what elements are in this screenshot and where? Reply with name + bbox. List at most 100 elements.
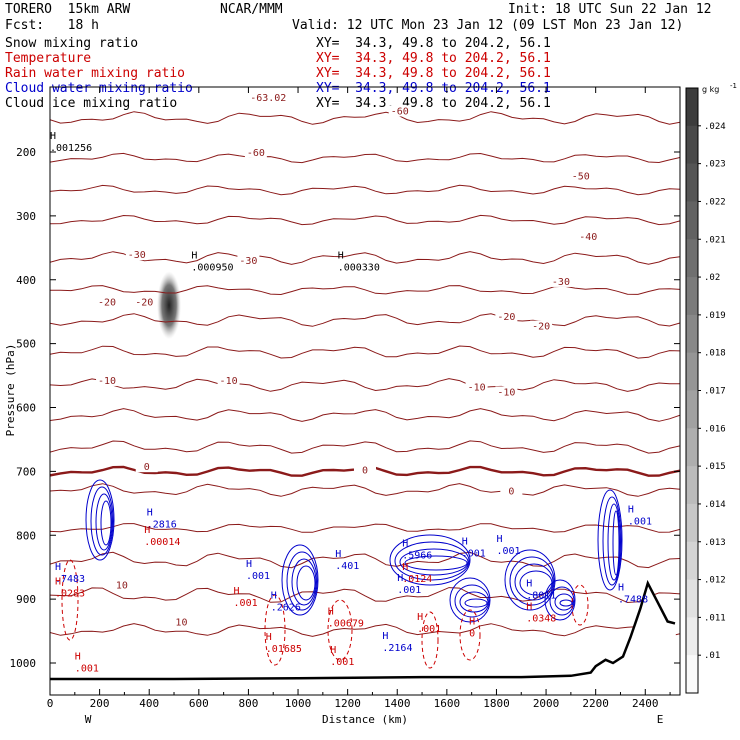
field-name: Cloud ice mixing ratio — [5, 96, 178, 111]
x-end-label-west: W — [85, 713, 92, 726]
temperature-label-bg — [465, 381, 488, 393]
rain-water-contour — [61, 559, 79, 641]
rain-water-contour — [421, 611, 439, 669]
terrain-line — [50, 579, 676, 681]
extremum-value: .000950 — [191, 262, 233, 273]
extremum-value: .001 — [496, 546, 520, 557]
temperature-contour — [50, 111, 680, 125]
colorbar-bin — [686, 277, 698, 316]
temperature-label-bg — [569, 170, 592, 182]
cloud-water-contour — [509, 556, 555, 606]
cloud-water-contour — [602, 496, 622, 586]
colorbar-bin — [686, 352, 698, 391]
y-tick-label: 400 — [16, 274, 36, 287]
extremum-marker: H — [266, 632, 272, 643]
temperature-contour — [50, 483, 680, 497]
temperature-label: -30 — [552, 277, 570, 288]
temperature-label: -60 — [247, 148, 265, 159]
cloud-water-contour — [554, 593, 574, 611]
colorbar-tick-label: .012 — [704, 576, 726, 586]
field-name: Rain water mixing ratio — [5, 66, 186, 81]
field-name: Snow mixing ratio — [5, 36, 139, 51]
field-xy: XY= 34.3, 49.8 to 204.2, 56.1 — [316, 66, 551, 81]
extremum-value: .2164 — [382, 643, 412, 654]
extremum-value: .0348 — [526, 614, 556, 625]
extremum-marker: H — [144, 525, 150, 536]
field-xy: XY= 34.3, 49.8 to 204.2, 56.1 — [316, 51, 551, 66]
extremum-value: 0 — [469, 628, 475, 639]
temperature-label-bg — [257, 91, 280, 103]
y-tick-label: 300 — [16, 210, 36, 223]
temperature-label: 0 — [362, 465, 368, 476]
cloud-water-contour — [549, 586, 575, 616]
x-tick-label: 400 — [139, 697, 159, 710]
extremum-marker: H — [75, 651, 81, 662]
y-tick-label: 700 — [16, 465, 36, 478]
colorbar-bin — [686, 503, 698, 543]
forecast-hour: Fcst: 18 h — [5, 18, 99, 33]
extremum-marker: H — [55, 577, 61, 588]
extremum-marker: H — [328, 607, 334, 618]
cloud-water-contour — [612, 510, 620, 576]
cloud-water-contour — [504, 549, 556, 611]
temperature-label: -50 — [572, 172, 590, 183]
colorbar-tick-label: .018 — [704, 349, 726, 359]
field-xy: XY= 34.3, 49.8 to 204.2, 56.1 — [316, 96, 551, 111]
temperature-label: -30 — [239, 256, 257, 267]
extremum-marker: H — [462, 536, 468, 547]
init-time: Init: 18 UTC Sun 22 Jan 12 — [508, 2, 712, 17]
extremum-value: .00679 — [328, 619, 364, 630]
x-tick-label: 0 — [47, 697, 54, 710]
y-tick-label: 500 — [16, 338, 36, 351]
plot-layer — [50, 111, 680, 695]
cloud-water-contour — [544, 579, 576, 621]
field-name: Temperature — [5, 51, 92, 66]
cloud-water-contour — [389, 534, 471, 586]
temperature-label: -30 — [128, 250, 146, 261]
colorbar-bin — [686, 88, 698, 127]
extremum-value: .001 — [628, 516, 652, 527]
extremum-marker: H — [417, 612, 423, 623]
y-axis-label: Pressure (hPa) — [4, 344, 17, 437]
x-tick-label: 2000 — [533, 697, 560, 710]
x-tick-label: 800 — [238, 697, 258, 710]
temperature-label-bg — [133, 296, 156, 308]
extremum-value: .5966 — [402, 550, 432, 561]
extremum-marker: H — [526, 602, 532, 613]
extremum-marker: H — [618, 582, 624, 593]
extremum-value: .001 — [417, 624, 441, 635]
extremum-value: .001 — [330, 657, 354, 668]
temperature-label-bg — [354, 464, 376, 476]
colorbar-tick-label: .024 — [704, 122, 726, 132]
colorbar-unit-exponent: -1 — [730, 82, 737, 90]
y-tick-label: 600 — [16, 402, 36, 415]
temperature-label-bg — [96, 296, 119, 308]
extremum-value: .001 — [246, 571, 270, 582]
temperature-label: 10 — [116, 580, 128, 591]
temperature-label-bg — [170, 616, 193, 628]
field-name: Cloud water mixing ratio — [5, 81, 193, 96]
terrain-fill — [50, 583, 680, 695]
temperature-contour — [50, 378, 680, 392]
extremum-value: .001 — [234, 598, 258, 609]
colorbar-bin — [686, 579, 698, 618]
temperature-contour — [50, 345, 680, 359]
temperature-contour — [50, 184, 680, 196]
plot-frame — [49, 86, 681, 696]
temperature-contour — [50, 523, 680, 533]
colorbar-bin — [686, 541, 698, 581]
extremum-value: .0283 — [55, 589, 85, 600]
extremum-value: .001 — [75, 663, 99, 674]
temperature-contour — [50, 551, 680, 569]
field-xy: XY= 34.3, 49.8 to 204.2, 56.1 — [316, 36, 551, 51]
cloud-water-contour — [404, 555, 468, 571]
colorbar-tick-label: .015 — [704, 462, 726, 472]
temperature-contour — [50, 285, 680, 296]
colorbar-tick-label: .016 — [704, 424, 726, 434]
colorbar-bin — [686, 314, 698, 354]
x-tick-label: 1000 — [285, 697, 312, 710]
extremum-marker: H — [496, 534, 502, 545]
cloud-water-contour — [559, 599, 573, 607]
colorbar-tick-label: .019 — [704, 311, 726, 321]
